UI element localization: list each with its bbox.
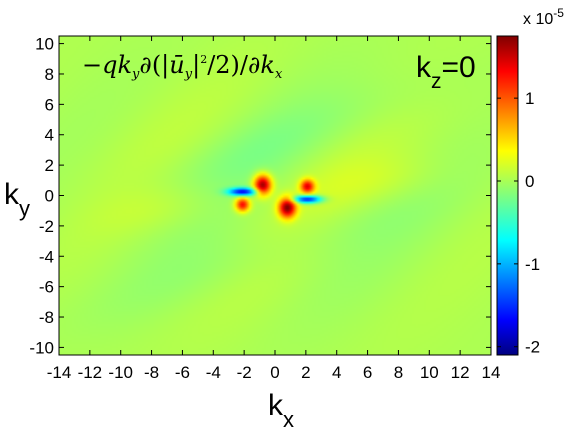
x-tick-label: 12: [451, 363, 470, 382]
y-axis-label: ky: [4, 178, 30, 221]
y-axis-label-main: k: [4, 178, 20, 211]
x-tick-label: -4: [206, 363, 221, 382]
formula-u: ū: [169, 51, 184, 79]
formula-partial: ∂: [139, 51, 151, 79]
y-tick-label: 6: [45, 95, 54, 114]
x-tick-label: -2: [237, 363, 252, 382]
x-axis-label-main: k: [268, 389, 284, 422]
y-tick-label: -8: [39, 308, 54, 327]
formula-annotation: −qky∂(|ūy|2/2)/∂kx: [82, 51, 283, 82]
panel-label: kz=0: [416, 51, 476, 93]
x-axis-label: kx: [268, 389, 294, 432]
colorbar-ticks: 1 0 -1 -2: [497, 89, 540, 357]
formula-minus: −: [82, 51, 102, 79]
y-tick-label: 8: [45, 65, 54, 84]
y-tick-label: -6: [39, 278, 54, 297]
colorbar-gradient: [496, 35, 519, 356]
colorbar-tick-label: 1: [525, 89, 534, 108]
y-tick-label: 0: [45, 187, 54, 206]
x-tick-label: -10: [108, 363, 133, 382]
panel-label-rest: =0: [442, 51, 476, 84]
heatmap-image: [59, 36, 491, 355]
y-tick-label: -4: [39, 247, 54, 266]
colorbar-multiplier-base: x 10: [523, 11, 553, 28]
x-tick-label: -8: [144, 363, 159, 382]
y-tick-label: -10: [29, 338, 54, 357]
x-axis-label-sub: x: [283, 407, 294, 432]
x-tick-label: 4: [332, 363, 341, 382]
formula-close: |: [192, 51, 200, 80]
panel-label-main: k: [416, 51, 432, 84]
x-tick-label: 10: [420, 363, 439, 382]
colorbar-tick-label: 0: [525, 172, 534, 191]
x-tick-label: -12: [78, 363, 103, 382]
panel-label-sub: z: [431, 70, 442, 93]
colorbar-tick-label: -2: [525, 338, 540, 357]
colorbar: 1 0 -1 -2 x 10-5: [496, 6, 564, 357]
y-tick-label: 2: [45, 156, 54, 175]
colorbar-tick-label: -1: [525, 255, 540, 274]
formula-k2: k: [260, 51, 275, 79]
x-tick-label: 6: [363, 363, 372, 382]
formula-sup-2: 2: [200, 53, 207, 66]
plot-area: -14 -12 -10 -8 -6 -4 -2 0 2 4 6 8 10 12 14 10 8 6 4 2 0 -2 -4…: [29, 35, 500, 382]
formula-sub-y2: y: [184, 67, 193, 82]
formula-open: (|: [152, 51, 169, 80]
formula-k: k: [117, 51, 132, 79]
formula-q: q: [102, 51, 117, 79]
colorbar-multiplier-exp: -5: [553, 6, 564, 20]
formula-sub-x: x: [275, 67, 283, 82]
x-tick-label: -6: [175, 363, 190, 382]
x-tick-label: -14: [47, 363, 72, 382]
x-tick-label: 14: [482, 363, 501, 382]
y-axis-label-sub: y: [19, 196, 30, 221]
formula-over: /2)/∂: [207, 51, 260, 79]
y-ticks: 10 8 6 4 2 0 -2 -4 -6 -8 -10: [29, 35, 491, 357]
formula-sub-y: y: [131, 67, 140, 82]
x-tick-label: 8: [394, 363, 403, 382]
x-ticks: -14 -12 -10 -8 -6 -4 -2 0 2 4 6 8 10 12 14: [47, 36, 501, 382]
y-tick-label: -2: [39, 217, 54, 236]
y-tick-label: 4: [45, 126, 54, 145]
x-tick-label: 2: [301, 363, 310, 382]
heatmap-field: [59, 36, 491, 355]
y-tick-label: 10: [35, 35, 54, 54]
colorbar-multiplier: x 10-5: [523, 6, 564, 28]
x-tick-label: 0: [270, 363, 279, 382]
